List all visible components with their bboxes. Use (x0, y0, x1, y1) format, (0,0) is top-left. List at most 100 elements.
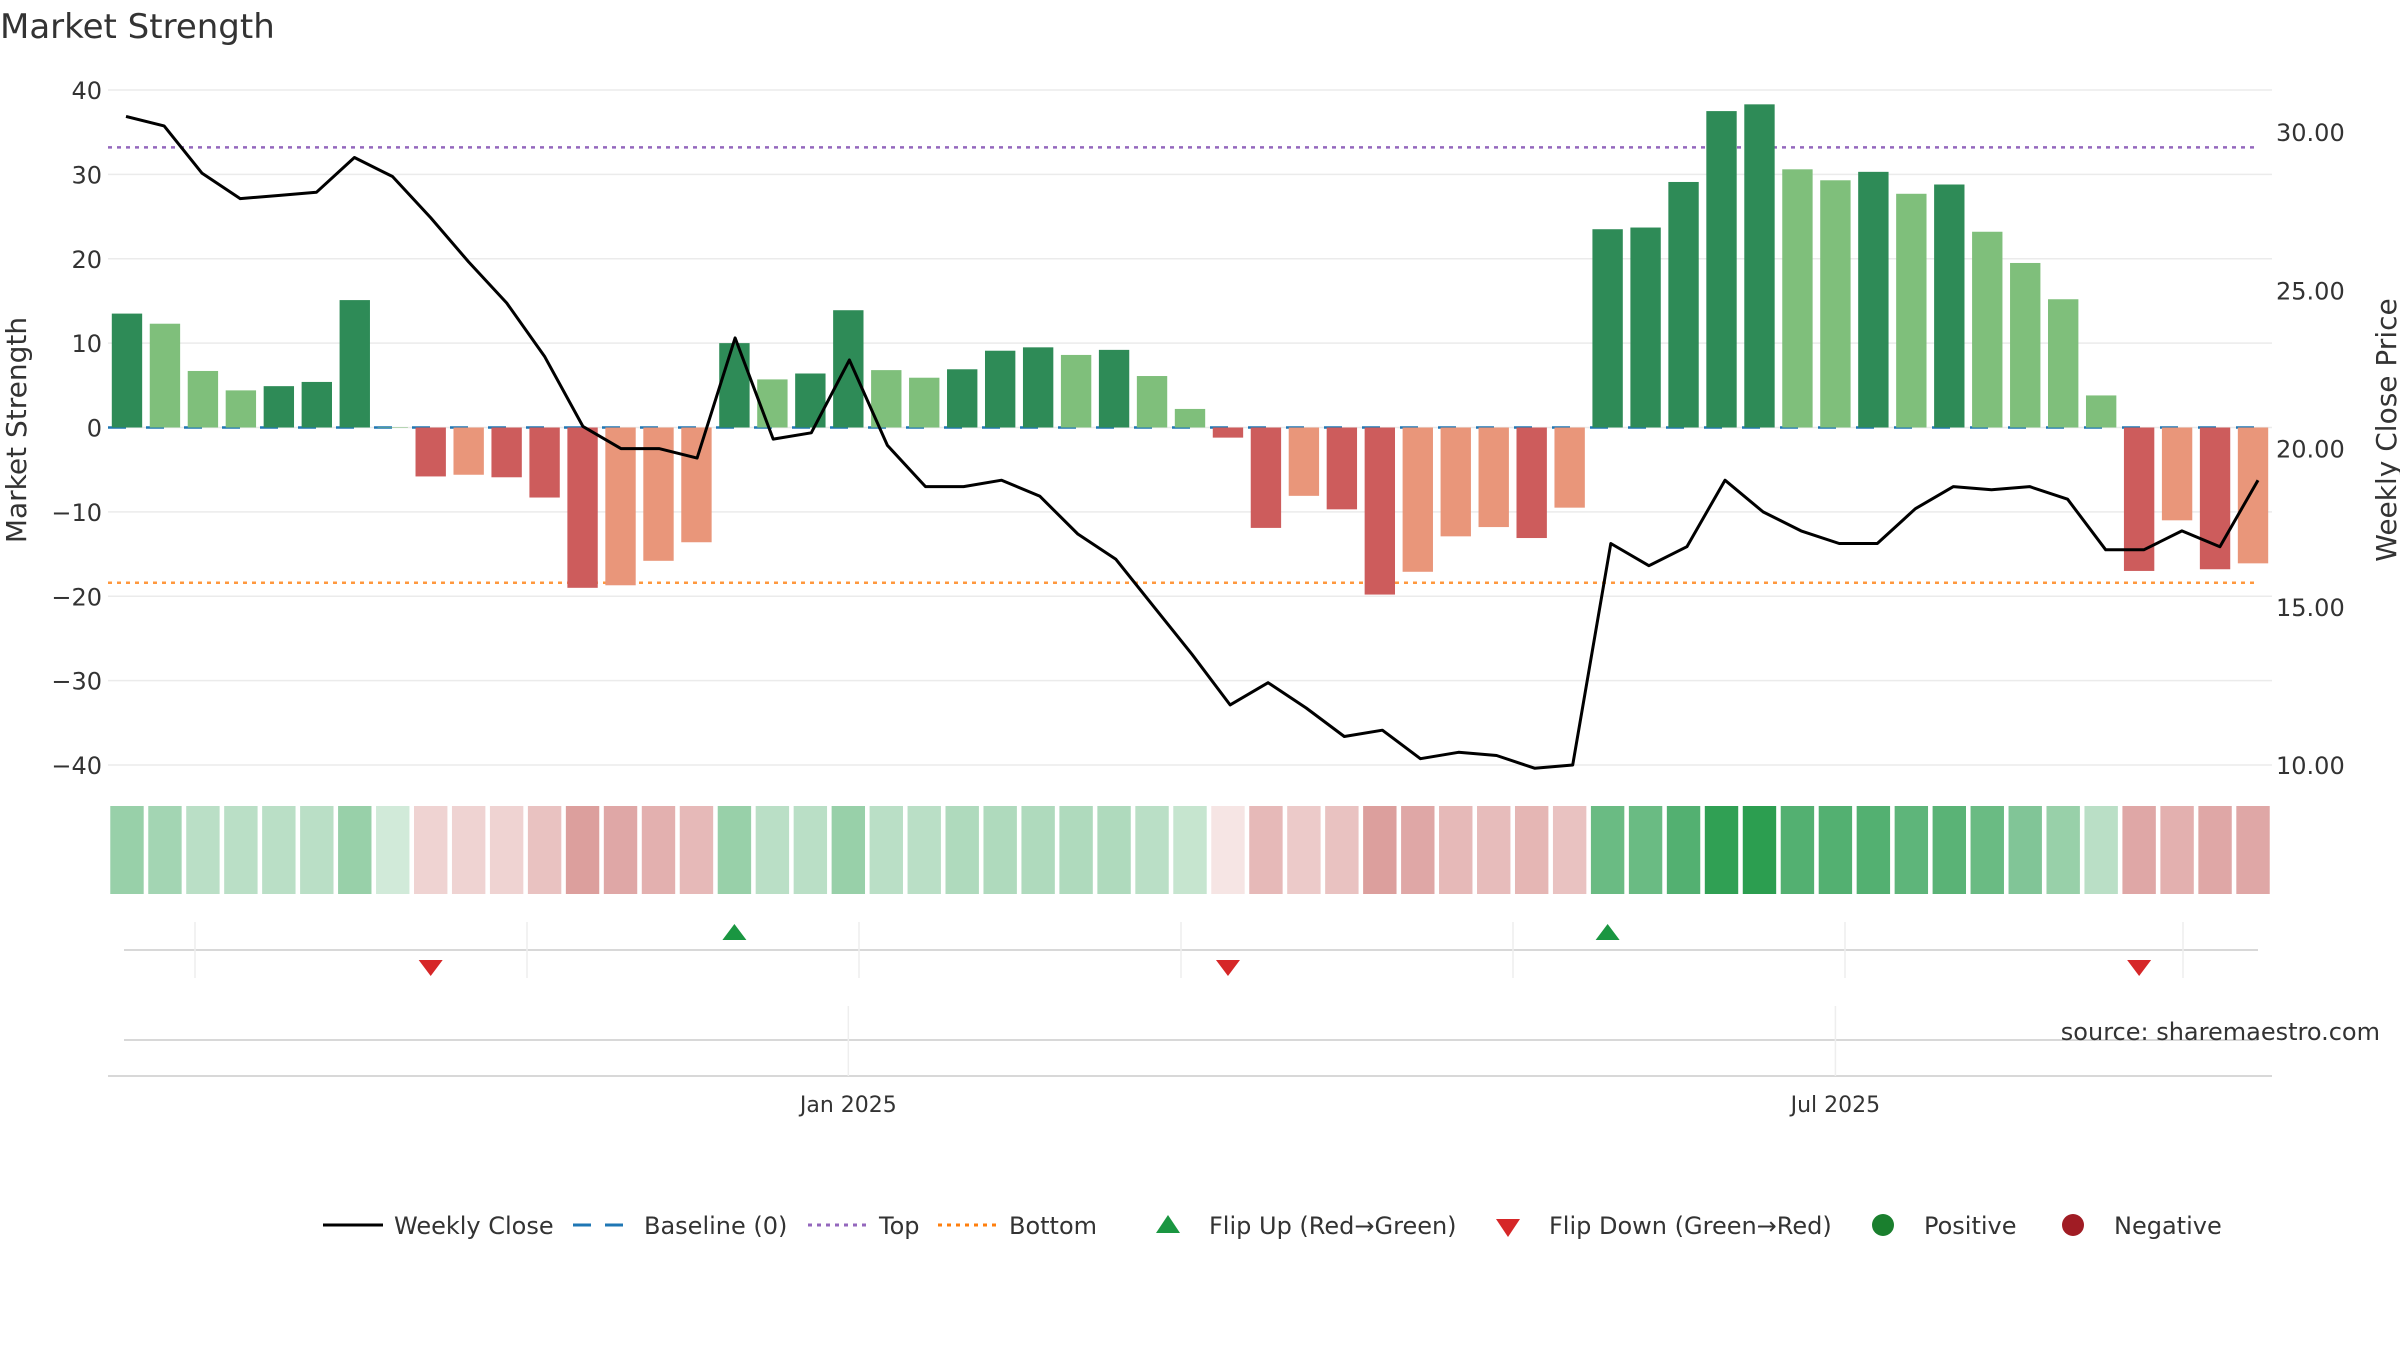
legend-label: Baseline (0) (644, 1212, 787, 1240)
heatmap-cell (1818, 806, 1853, 894)
strength-bar (1896, 193, 1927, 428)
strength-bars (111, 104, 2269, 595)
strength-bar (1402, 427, 1433, 572)
x-tick-label: Jan 2025 (798, 1093, 897, 1118)
heatmap-cell (2046, 806, 2080, 894)
heatmap-cell (1401, 806, 1435, 894)
y2-axis-label: Weekly Close Price (2370, 298, 2400, 561)
heatmap-cell (1704, 806, 1739, 894)
heatmap-cell (1477, 806, 1511, 894)
heatmap-cell (224, 806, 258, 894)
strength-bar (1782, 169, 1813, 428)
flip-down-marker (2127, 960, 2152, 976)
legend-label: Flip Up (Red→Green) (1209, 1212, 1457, 1240)
legend-item: Positive (1872, 1212, 2017, 1240)
y-tick-label: 20 (71, 246, 102, 274)
heatmap-cell (1894, 806, 1929, 894)
heatmap-cell (300, 806, 334, 894)
legend-item: Flip Down (Green→Red) (1496, 1212, 1832, 1240)
strength-bar (2161, 427, 2193, 521)
heatmap-cell (983, 806, 1017, 894)
y2-tick-label: 25.00 (2276, 277, 2345, 305)
legend-item: Weekly Close (323, 1212, 554, 1240)
y2-tick-label: 15.00 (2276, 594, 2345, 622)
strength-bar (1478, 427, 1509, 528)
heatmap-cell (755, 806, 790, 894)
heatmap-cell (1628, 806, 1663, 894)
strength-bar (1022, 347, 1054, 428)
heatmap-cell (1021, 806, 1055, 894)
heatmap-cell (1552, 806, 1587, 894)
legend-label: Top (878, 1212, 920, 1240)
legend-flip-up-icon (1156, 1215, 1180, 1233)
heatmap-cell (489, 806, 524, 894)
flip-down-marker (418, 960, 443, 976)
strength-bar (833, 310, 864, 428)
weekly-close-series (125, 114, 2260, 770)
heatmap-cell (2084, 806, 2118, 894)
strength-bar (1098, 349, 1130, 428)
y-tick-label: −20 (51, 583, 102, 611)
y-tick-label: 10 (71, 330, 102, 358)
heatmap-cell (1970, 806, 2004, 894)
strength-bar (491, 427, 522, 478)
strength-bar (1972, 231, 2003, 428)
legend-item: Top (808, 1212, 920, 1240)
strength-bar (149, 323, 181, 428)
heatmap-cell (451, 806, 486, 894)
heatmap-cell (641, 806, 676, 894)
flip-up-marker (1595, 924, 1620, 940)
heatmap-cell (1666, 806, 1701, 894)
legend-label: Positive (1924, 1212, 2017, 1240)
heatmap-cell (527, 806, 562, 894)
strength-bar (1364, 427, 1396, 595)
heatmap-cell (869, 806, 903, 894)
heatmap-cell (1135, 806, 1169, 894)
strength-bar (1934, 184, 1965, 428)
x-tick-label: Jul 2025 (1789, 1093, 1881, 1118)
y-axis-label: Market Strength (0, 317, 33, 543)
strength-bar (339, 300, 370, 428)
heatmap-cell (376, 806, 410, 894)
strength-bar (719, 343, 750, 428)
heatmap-cell (793, 806, 828, 894)
legend-flip-down-icon (1496, 1219, 1520, 1237)
strength-bar (187, 370, 219, 428)
strength-bar (1212, 427, 1244, 438)
strength-bar (1288, 427, 1320, 496)
legend-label: Bottom (1009, 1212, 1097, 1240)
heatmap-cell (2122, 806, 2156, 894)
heatmap-cell (717, 806, 752, 894)
heatmap-cell (1439, 806, 1473, 894)
strength-bar (453, 427, 484, 475)
legend-item: Baseline (0) (573, 1212, 787, 1240)
strength-bar (1174, 408, 1206, 428)
heatmap-cell (603, 806, 638, 894)
strength-bar (1554, 427, 1585, 508)
heatmap-cell (148, 806, 182, 894)
strength-bar (984, 350, 1016, 428)
y-tick-label: −40 (51, 752, 102, 780)
strength-bar (567, 427, 598, 588)
heatmap-cell (1249, 806, 1283, 894)
heatmap-cell (1363, 806, 1397, 894)
y-tick-label: 40 (71, 77, 102, 105)
heatmap-cell (186, 806, 220, 894)
flip-markers-panel (124, 922, 2258, 978)
heatmap-cell (1590, 806, 1625, 894)
chart-title: Market Strength (0, 7, 275, 47)
heatmap-cell (262, 806, 296, 894)
legend-circle-icon (2062, 1214, 2084, 1236)
y-tick-label: −10 (51, 499, 102, 527)
heatmap-cell (110, 806, 144, 894)
y-tick-label: 30 (71, 161, 102, 189)
heatmap-cell (1325, 806, 1359, 894)
strength-bar (377, 427, 408, 428)
strength-bar (263, 386, 295, 428)
flip-down-marker (1215, 960, 1240, 976)
heatmap-cell (831, 806, 866, 894)
strength-bar (2085, 395, 2117, 428)
strength-bar (1136, 376, 1168, 428)
strength-bar (1630, 227, 1661, 428)
